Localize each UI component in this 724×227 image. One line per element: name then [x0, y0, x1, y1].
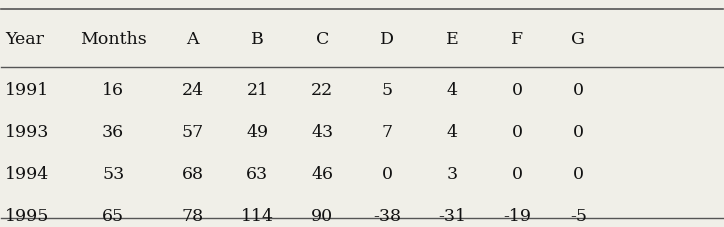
Text: 78: 78	[182, 207, 203, 224]
Text: 1991: 1991	[5, 81, 49, 98]
Text: C: C	[316, 30, 329, 47]
Text: 3: 3	[447, 165, 458, 182]
Text: B: B	[251, 30, 264, 47]
Text: Months: Months	[80, 30, 146, 47]
Text: 57: 57	[182, 123, 203, 140]
Text: 16: 16	[102, 81, 125, 98]
Text: 4: 4	[447, 81, 458, 98]
Text: F: F	[511, 30, 523, 47]
Text: G: G	[571, 30, 585, 47]
Text: 0: 0	[512, 123, 523, 140]
Text: 0: 0	[573, 165, 584, 182]
Text: 114: 114	[241, 207, 274, 224]
Text: 1995: 1995	[5, 207, 49, 224]
Text: 0: 0	[512, 165, 523, 182]
Text: 5: 5	[382, 81, 393, 98]
Text: 63: 63	[246, 165, 269, 182]
Text: E: E	[446, 30, 458, 47]
Text: 0: 0	[573, 123, 584, 140]
Text: 22: 22	[311, 81, 334, 98]
Text: 0: 0	[573, 81, 584, 98]
Text: 21: 21	[246, 81, 269, 98]
Text: 43: 43	[311, 123, 333, 140]
Text: -31: -31	[438, 207, 466, 224]
Text: 49: 49	[246, 123, 269, 140]
Text: -38: -38	[374, 207, 401, 224]
Text: 65: 65	[102, 207, 125, 224]
Text: Year: Year	[5, 30, 44, 47]
Text: 46: 46	[311, 165, 333, 182]
Text: -5: -5	[570, 207, 587, 224]
Text: 7: 7	[382, 123, 393, 140]
Text: 90: 90	[311, 207, 333, 224]
Text: 53: 53	[102, 165, 125, 182]
Text: 0: 0	[512, 81, 523, 98]
Text: -19: -19	[503, 207, 531, 224]
Text: D: D	[380, 30, 395, 47]
Text: 4: 4	[447, 123, 458, 140]
Text: 24: 24	[182, 81, 203, 98]
Text: 1993: 1993	[5, 123, 49, 140]
Text: 36: 36	[102, 123, 125, 140]
Text: A: A	[186, 30, 199, 47]
Text: 1994: 1994	[5, 165, 49, 182]
Text: 68: 68	[182, 165, 203, 182]
Text: 0: 0	[382, 165, 392, 182]
